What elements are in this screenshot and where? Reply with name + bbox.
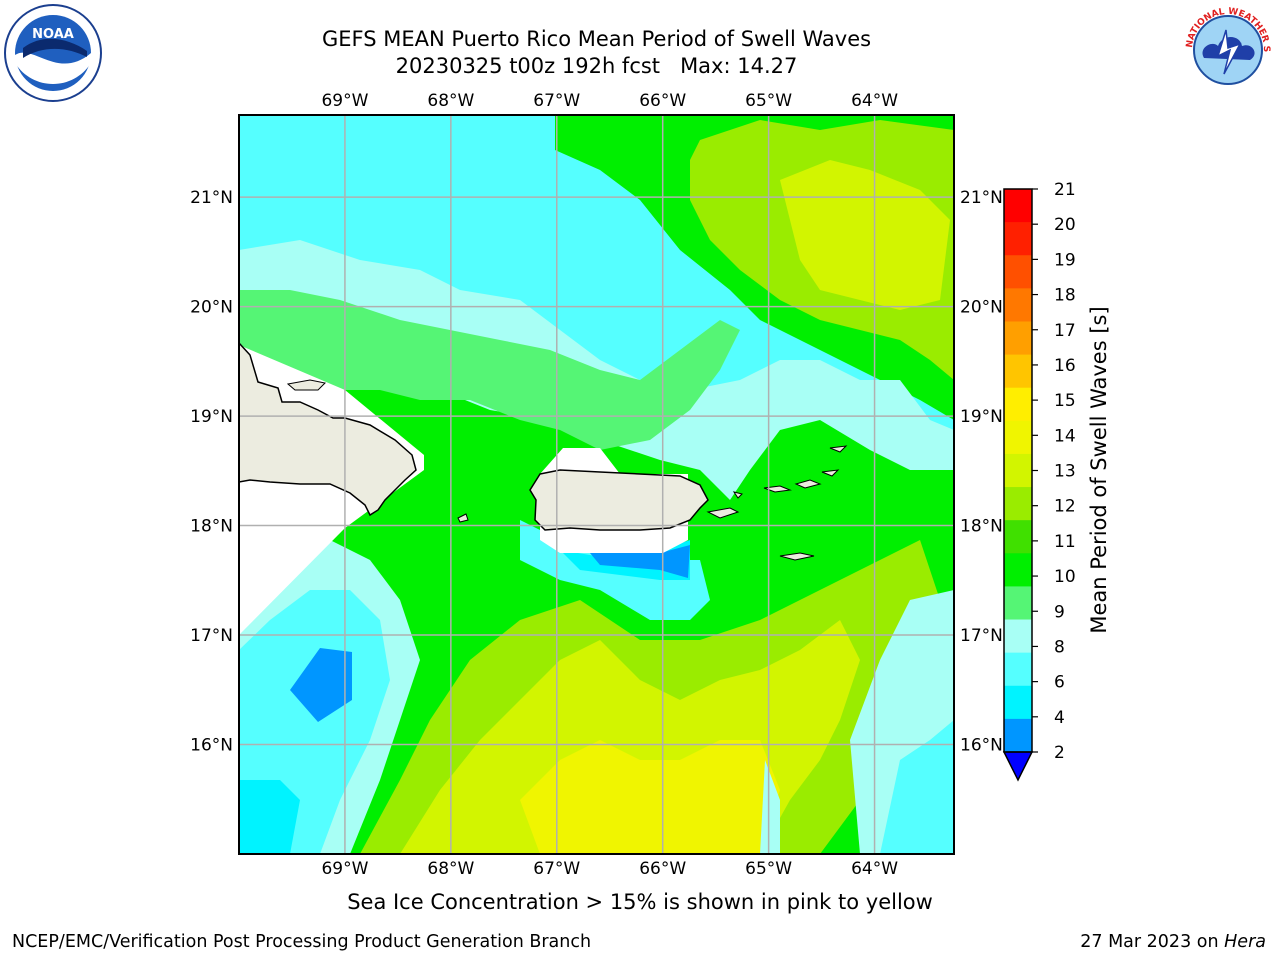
colorbar-tick-label: 4 xyxy=(1054,708,1065,728)
no-data-sw-triangle xyxy=(239,528,345,635)
lon-label-bottom: 64°W xyxy=(851,859,898,879)
land-vieques xyxy=(706,507,740,519)
land-hispaniola xyxy=(238,341,417,517)
colorbar-tick-label: 17 xyxy=(1054,321,1076,341)
colorbar-segment xyxy=(1004,487,1032,521)
colorbar-segment xyxy=(1004,420,1032,455)
colorbar-segment xyxy=(1004,222,1032,256)
lat-label-right: 21°N xyxy=(960,188,1003,208)
land-culebra xyxy=(732,491,743,499)
lat-label-right: 20°N xyxy=(960,298,1003,318)
field-band-9-10 xyxy=(239,290,740,450)
land-mona-island xyxy=(457,513,469,523)
colorbar-segment xyxy=(1004,619,1032,654)
colorbar-segment xyxy=(1004,652,1032,687)
colorbar-segment xyxy=(1004,189,1032,223)
colorbar: 21 20 19 18 17 16 15 14 13 12 11 10 9 8 6 4 2 xyxy=(1002,180,1076,782)
field-band-14-15 xyxy=(520,740,780,854)
colorbar-tick-label: 10 xyxy=(1054,567,1076,587)
colorbar-tick-label: 18 xyxy=(1054,286,1076,306)
colorbar-segment xyxy=(1004,553,1032,587)
colorbar-segment xyxy=(1004,255,1032,289)
colorbar-tick-label: 12 xyxy=(1054,497,1076,517)
lat-label-right: 18°N xyxy=(960,517,1003,537)
field-band-4-6-sw xyxy=(239,780,300,854)
colorbar-tick-label: 9 xyxy=(1054,602,1065,622)
plot-frame xyxy=(238,114,955,855)
colorbar-tick-label: 20 xyxy=(1054,215,1076,235)
lat-label-right: 17°N xyxy=(960,626,1003,646)
footer-host: Hera xyxy=(1224,932,1266,952)
colorbar-tick-label: 2 xyxy=(1054,743,1065,763)
lon-label-bottom: 65°W xyxy=(745,859,792,879)
lon-label-bottom: 67°W xyxy=(533,859,580,879)
colorbar-segment xyxy=(1004,354,1032,389)
colorbar-segment xyxy=(1004,586,1032,621)
lon-label-top: 69°W xyxy=(321,91,368,111)
field-band-2-4 xyxy=(590,545,690,578)
lon-label-bottom: 69°W xyxy=(321,859,368,879)
chart-subtitle: 20230325 t00z 192h fcst Max: 14.27 xyxy=(395,54,798,78)
colorbar-segment xyxy=(1004,288,1032,322)
colorbar-tick-label: 11 xyxy=(1054,532,1076,552)
lat-label-right: 16°N xyxy=(960,736,1003,756)
footer-credit: NCEP/EMC/Verification Post Processing Pr… xyxy=(12,932,592,952)
lat-label-left: 20°N xyxy=(190,298,233,318)
colorbar-segment xyxy=(1004,453,1032,488)
colorbar-tick-label: 13 xyxy=(1054,462,1076,482)
lon-label-top: 66°W xyxy=(639,91,686,111)
land-st-croix xyxy=(779,552,815,561)
colorbar-segment xyxy=(1004,718,1032,753)
colorbar-tick-label: 19 xyxy=(1054,250,1076,270)
field-band-6-8-se xyxy=(880,720,954,854)
colorbar-tick-label: 21 xyxy=(1054,180,1076,200)
colorbar-segment xyxy=(1004,685,1032,720)
colorbar-segment xyxy=(1004,321,1032,356)
field-band-2-4-sw xyxy=(290,648,352,722)
lat-labels-right: 21°N 20°N 19°N 18°N 17°N 16°N xyxy=(960,188,1003,755)
svg-text:NOAA: NOAA xyxy=(32,27,74,42)
lon-labels-top: 69°W 68°W 67°W 66°W 65°W 64°W xyxy=(321,91,898,111)
footer-date: 27 Mar 2023 on Hera xyxy=(1080,932,1266,952)
nws-logo: NATIONAL WEATHER SERVICE xyxy=(1178,0,1276,98)
sea-ice-note: Sea Ice Concentration > 15% is shown in … xyxy=(347,890,933,914)
lon-label-bottom: 66°W xyxy=(639,859,686,879)
land xyxy=(238,341,848,561)
colorbar-tick-label: 15 xyxy=(1054,391,1076,411)
lat-labels-left: 21°N 20°N 19°N 18°N 17°N 16°N xyxy=(190,188,233,755)
colorbar-tick-label: 6 xyxy=(1054,673,1065,693)
colorbar-segment xyxy=(1004,387,1032,422)
colorbar-tick-label: 8 xyxy=(1054,637,1065,657)
chart-title: GEFS MEAN Puerto Rico Mean Period of Swe… xyxy=(321,27,872,51)
colorbar-segment xyxy=(1004,520,1032,554)
lat-label-left: 19°N xyxy=(190,407,233,427)
lat-label-left: 17°N xyxy=(190,626,233,646)
lat-label-right: 19°N xyxy=(960,407,1003,427)
land-virgin-islands xyxy=(763,445,848,493)
lat-label-left: 21°N xyxy=(190,188,233,208)
colorbar-extend xyxy=(1002,751,1034,782)
lat-label-left: 18°N xyxy=(190,517,233,537)
gridlines xyxy=(239,115,954,854)
lon-labels-bottom: 69°W 68°W 67°W 66°W 65°W 64°W xyxy=(321,859,898,879)
colorbar-tick-label: 14 xyxy=(1054,426,1076,446)
lon-label-bottom: 68°W xyxy=(427,859,474,879)
land-tortuga xyxy=(286,379,327,391)
footer-date-text: 27 Mar 2023 on xyxy=(1080,932,1219,952)
lon-label-top: 65°W xyxy=(745,91,792,111)
lon-label-top: 68°W xyxy=(427,91,474,111)
lon-label-top: 67°W xyxy=(533,91,580,111)
field-band-8-9-mid xyxy=(760,760,780,854)
noaa-logo: NOAA xyxy=(4,4,102,102)
land-puerto-rico xyxy=(529,469,709,531)
lon-label-top: 64°W xyxy=(851,91,898,111)
colorbar-tick-label: 16 xyxy=(1054,356,1076,376)
colorbar-label: Mean Period of Swell Waves [s] xyxy=(1087,306,1111,633)
lat-label-left: 16°N xyxy=(190,736,233,756)
